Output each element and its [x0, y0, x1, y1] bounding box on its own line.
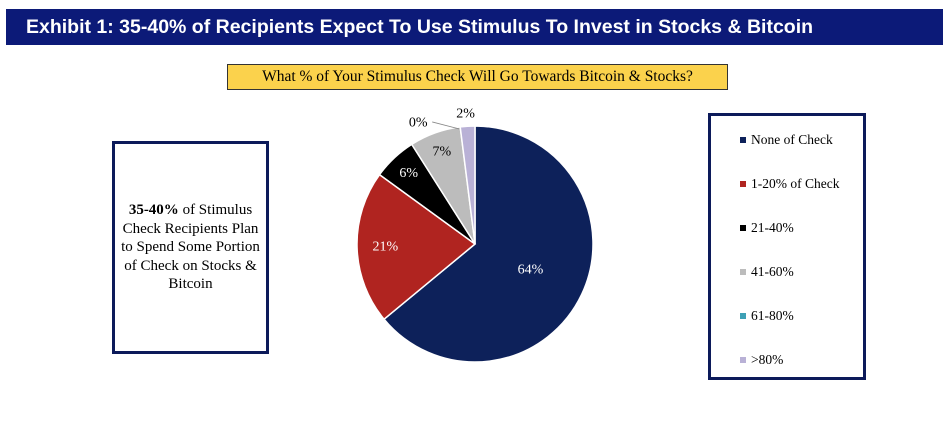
legend-item-1-20: 1-20% of Check: [740, 176, 839, 192]
data-label-1-20-of-check: 21%: [373, 239, 399, 254]
callout-box: 35-40% of Stimulus Check Recipients Plan…: [112, 141, 269, 354]
leader-line-61-80: [432, 121, 460, 130]
legend-label-none: None of Check: [751, 132, 833, 147]
data-label-41-60: 7%: [432, 144, 451, 159]
legend-swatch-61-80: [740, 312, 746, 319]
pie-slice-1-20-of-check: [356, 173, 477, 321]
pie-slice-80: [459, 125, 476, 245]
legend-item-21-40: 21-40%: [740, 220, 794, 236]
data-label-80: 2%: [456, 107, 475, 122]
callout-text: 35-40% of Stimulus Check Recipients Plan…: [121, 201, 260, 294]
legend-swatch-none: [740, 136, 746, 143]
data-label-21-40: 6%: [399, 166, 418, 181]
exhibit-title-bar: Exhibit 1: 35-40% of Recipients Expect T…: [6, 9, 943, 45]
legend-label-61-80: 61-80%: [751, 308, 794, 323]
data-label-none-of-check: 64%: [518, 263, 544, 278]
chart-title: What % of Your Stimulus Check Will Go To…: [227, 64, 728, 90]
legend-label-over-80: >80%: [751, 352, 784, 367]
callout-body: of Stimulus Check Recipients Plan to Spe…: [121, 202, 260, 293]
legend-label-41-60: 41-60%: [751, 264, 794, 279]
callout-highlight: 35-40%: [128, 202, 179, 219]
data-label-61-80: 0%: [409, 115, 428, 130]
legend-label-21-40: 21-40%: [751, 220, 794, 235]
exhibit-title: Exhibit 1: 35-40% of Recipients Expect T…: [26, 16, 814, 38]
legend-swatch-41-60: [740, 268, 746, 275]
pie-slice-none-of-check: [383, 125, 594, 363]
legend-item-none: None of Check: [740, 132, 833, 148]
legend-swatch-21-40: [740, 224, 746, 231]
legend-swatch-over-80: [740, 356, 746, 363]
legend-item-61-80: 61-80%: [740, 308, 794, 324]
legend-item-41-60: 41-60%: [740, 264, 794, 280]
legend-label-1-20: 1-20% of Check: [751, 176, 840, 191]
legend-swatch-1-20: [740, 180, 746, 187]
legend: None of Check 1-20% of Check 21-40% 41-6…: [708, 113, 866, 380]
legend-item-over-80: >80%: [740, 352, 783, 368]
